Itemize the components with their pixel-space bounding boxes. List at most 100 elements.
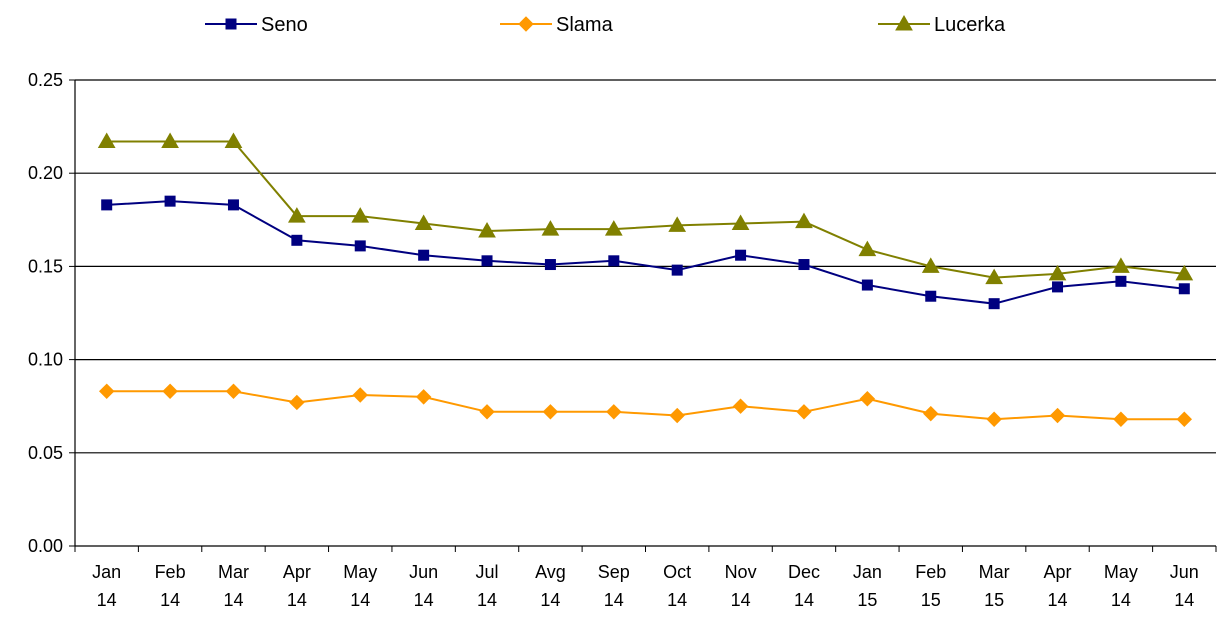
point-lucerka-marker (97, 132, 116, 149)
y-tick-label: 0.00 (28, 536, 63, 556)
point-lucerka-marker (287, 207, 306, 223)
x-tick-label-month: Oct (663, 562, 691, 582)
point-seno-marker (861, 279, 873, 291)
point-seno-marker (418, 249, 430, 261)
series-line-slama (106, 390, 1185, 421)
x-tick-label-year: 14 (160, 590, 180, 610)
x-tick-label-month: Jun (409, 562, 438, 582)
series-lucerka (97, 132, 1194, 285)
point-slama-marker (606, 404, 622, 420)
axes: 0.00 0.05 0.10 0.15 0.20 0.25 Jan 14 Feb 14 Mar 14 A… (28, 70, 1217, 610)
y-tick-label: 0.10 (28, 350, 63, 370)
y-tick-label: 0.20 (28, 163, 63, 183)
point-seno-marker (164, 195, 176, 207)
series-line-seno (106, 200, 1185, 305)
point-lucerka-marker (731, 214, 750, 231)
x-tick-label-year: 15 (984, 590, 1004, 610)
point-lucerka-marker (224, 132, 243, 149)
point-lucerka-marker (604, 220, 623, 236)
y-tick-label: 0.05 (28, 443, 63, 463)
point-seno-marker (608, 255, 620, 267)
x-tick-label-month: Jan (92, 562, 121, 582)
legend-seno-marker (225, 18, 237, 30)
x-tick-label-year: 14 (1048, 590, 1068, 610)
legend-label-lucerka: Lucerka (934, 14, 1006, 36)
point-seno-marker (988, 298, 1000, 310)
point-lucerka-marker (1175, 264, 1194, 281)
x-tick-label-year: 14 (223, 590, 243, 610)
point-lucerka-marker (414, 214, 433, 231)
x-tick-label-year: 15 (857, 590, 877, 610)
x-tick-label-year: 15 (921, 590, 941, 610)
legend-item-seno: Seno (205, 14, 308, 36)
point-slama-marker (162, 383, 178, 399)
x-tick-label-month: Mar (218, 562, 249, 582)
point-slama-marker (1176, 411, 1193, 427)
x-tick-label-month: Nov (725, 562, 757, 582)
x-tick-label-month: Jun (1170, 562, 1199, 582)
point-slama-marker (225, 383, 242, 399)
x-tick-label-month: Apr (1044, 562, 1072, 582)
point-slama-marker (923, 405, 939, 422)
x-tick-label-year: 14 (1111, 590, 1131, 610)
point-slama-marker (289, 394, 305, 411)
legend-slama-marker (518, 16, 534, 32)
point-lucerka-marker (858, 240, 877, 257)
x-tick-label-year: 14 (97, 590, 117, 610)
point-seno-marker (735, 249, 747, 261)
x-tick-label-month: Jan (853, 562, 882, 582)
y-tick-label: 0.15 (28, 256, 63, 276)
series-line-lucerka (106, 140, 1185, 279)
legend-lucerka-marker (895, 14, 913, 31)
point-lucerka-marker (668, 216, 687, 232)
y-tick-label: 0.25 (28, 70, 63, 90)
point-lucerka-marker (541, 220, 560, 236)
x-tick-label-year: 14 (540, 590, 560, 610)
legend: Seno Slama Lucerka (205, 14, 1006, 36)
point-seno-marker (1178, 283, 1190, 295)
point-slama-marker (732, 398, 749, 414)
x-tick-label-month: Apr (283, 562, 311, 582)
x-tick-label-year: 14 (794, 590, 814, 610)
x-tick-label-year: 14 (287, 590, 307, 610)
point-seno-marker (1052, 281, 1064, 293)
legend-label-slama: Slama (556, 14, 614, 36)
point-slama-marker (859, 391, 876, 407)
series-seno (101, 195, 1190, 310)
x-tick-label-year: 14 (350, 590, 370, 610)
point-lucerka-marker (795, 212, 813, 229)
x-tick-label-month: Sep (598, 562, 630, 582)
point-slama-marker (986, 411, 1002, 427)
point-slama-marker (98, 383, 115, 399)
point-seno-marker (925, 290, 937, 302)
point-seno-marker (671, 264, 683, 276)
point-seno-marker (354, 240, 366, 252)
point-seno-marker (101, 199, 113, 211)
x-tick-label-month: Avg (535, 562, 566, 582)
point-seno-marker (481, 255, 493, 267)
x-tick-label-month: Jul (476, 562, 499, 582)
x-tick-label-year: 14 (604, 590, 624, 610)
point-slama-marker (542, 404, 559, 420)
point-slama-marker (352, 387, 368, 403)
series-plot (97, 132, 1194, 427)
legend-label-seno: Seno (261, 14, 308, 36)
x-tick-label-year: 14 (414, 590, 434, 610)
x-tick-label-month: Dec (788, 562, 820, 582)
point-lucerka-marker (1048, 264, 1067, 281)
point-seno-marker (1115, 275, 1127, 287)
point-slama-marker (415, 389, 432, 405)
x-tick-label-year: 14 (731, 590, 751, 610)
series-slama (98, 383, 1193, 427)
legend-item-slama: Slama (500, 14, 614, 36)
point-lucerka-marker (921, 257, 940, 273)
point-lucerka-marker (351, 207, 370, 223)
x-tick-label-year: 14 (667, 590, 687, 610)
point-seno-marker (544, 259, 556, 271)
point-lucerka-marker (1112, 257, 1130, 273)
x-tick-label-year: 14 (477, 590, 497, 610)
point-lucerka-marker (985, 268, 1004, 285)
point-slama-marker (479, 404, 495, 420)
